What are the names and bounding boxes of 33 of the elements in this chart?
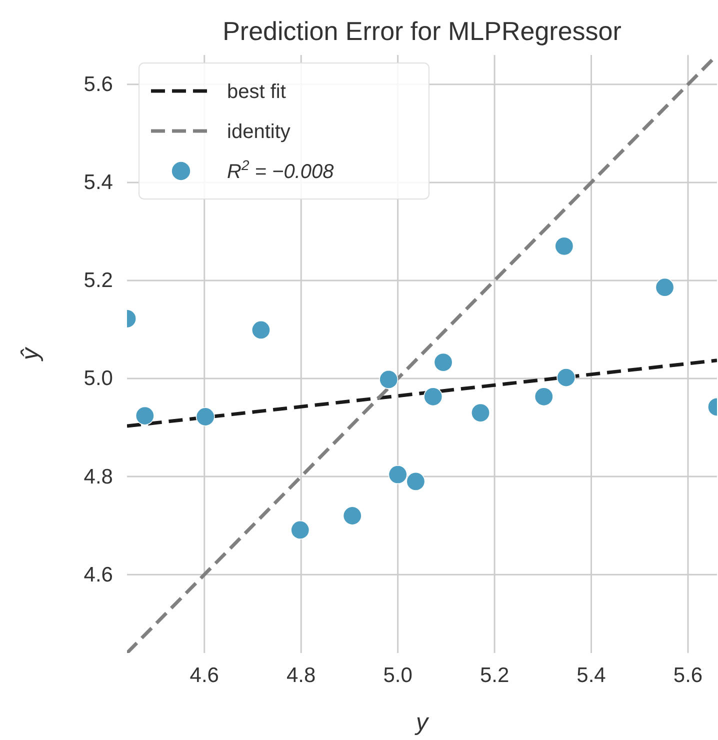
x-tick-label: 5.6 (673, 664, 703, 687)
x-tick-label: 5.4 (576, 664, 606, 687)
point (342, 506, 362, 526)
point (379, 370, 398, 389)
x-tick-label: 4.8 (286, 664, 316, 687)
point (251, 320, 270, 340)
legend-label: best fit (227, 81, 286, 103)
legend-label: identity (227, 121, 290, 143)
y-tick-label: 5.0 (84, 367, 113, 390)
x-axis-title: y (414, 709, 430, 736)
y-tick-label: 5.6 (84, 73, 113, 96)
x-tick-label: 5.2 (480, 664, 510, 687)
point (655, 278, 674, 297)
y-tick-label: 5.2 (84, 269, 113, 292)
y-tick-label: 4.6 (84, 563, 113, 586)
point (424, 387, 443, 406)
point (290, 520, 310, 540)
chart-title: Prediction Error for MLPRegressor (222, 16, 622, 46)
legend-label: R$^{2}$ = −0.008 (227, 157, 334, 183)
y-tick-label: 5.4 (84, 171, 114, 194)
point (196, 407, 215, 426)
point (554, 236, 574, 256)
y-axis-title: ŷ (17, 346, 44, 362)
x-tick-label: 5.0 (383, 664, 412, 687)
point (556, 368, 576, 388)
x-tick-label: 4.6 (190, 664, 219, 687)
y-tick-label: 4.8 (84, 465, 113, 488)
point (135, 406, 154, 426)
point (406, 472, 426, 491)
point (388, 465, 408, 484)
point (534, 387, 554, 406)
point (434, 352, 453, 372)
point (471, 403, 490, 422)
